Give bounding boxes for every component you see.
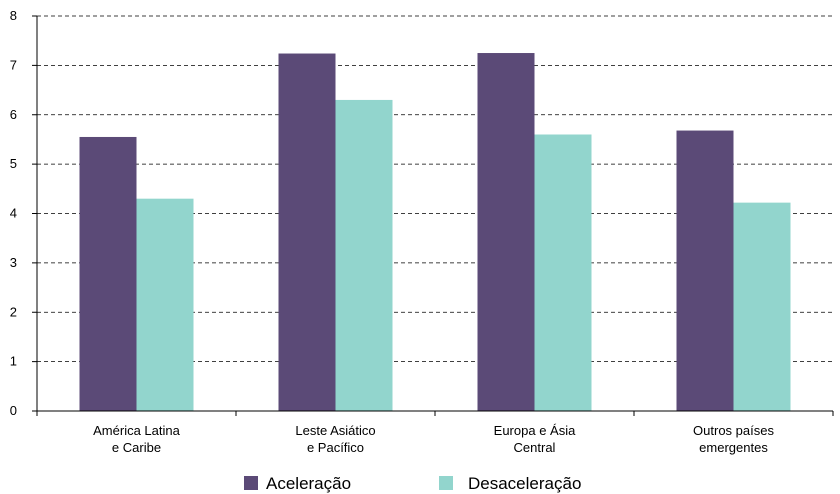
x-category-label: América Latina (93, 423, 180, 438)
y-tick-label: 2 (10, 304, 17, 319)
x-category-label: Leste Asiático (295, 423, 375, 438)
legend: Aceleração Desaceleração (244, 474, 581, 493)
bar-aceleracao (79, 136, 137, 411)
y-tick-labels: 0 1 2 3 4 5 6 7 8 (10, 8, 17, 418)
y-tick-label: 6 (10, 107, 17, 122)
y-tick-label: 4 (10, 206, 17, 221)
y-tick-label: 5 (10, 156, 17, 171)
y-tick-label: 1 (10, 354, 17, 369)
legend-label: Aceleração (266, 474, 351, 493)
x-category-label: e Pacífico (307, 440, 364, 455)
bar-aceleracao (676, 130, 734, 412)
bar-desaceleracao (335, 99, 393, 411)
y-tick-label: 7 (10, 57, 17, 72)
x-category-label: Europa e Ásia (494, 423, 576, 438)
legend-swatch (244, 476, 258, 490)
axes (32, 15, 834, 416)
bar-desaceleracao (136, 198, 194, 411)
bar-desaceleracao (733, 202, 791, 411)
legend-swatch (439, 476, 453, 490)
x-category-labels: América Latina e Caribe Leste Asiático e Pa… (93, 423, 774, 455)
bar-aceleracao (278, 53, 336, 412)
y-tick-label: 8 (10, 8, 17, 23)
bar-aceleracao (477, 53, 535, 411)
legend-label: Desaceleração (468, 474, 581, 493)
y-tick-label: 3 (10, 255, 17, 270)
bars (79, 53, 791, 412)
x-category-label: Outros países (693, 423, 774, 438)
x-category-label: Central (514, 440, 556, 455)
bar-desaceleracao (534, 134, 592, 411)
y-tick-label: 0 (10, 403, 17, 418)
x-category-label: emergentes (699, 440, 768, 455)
x-category-label: e Caribe (112, 440, 161, 455)
